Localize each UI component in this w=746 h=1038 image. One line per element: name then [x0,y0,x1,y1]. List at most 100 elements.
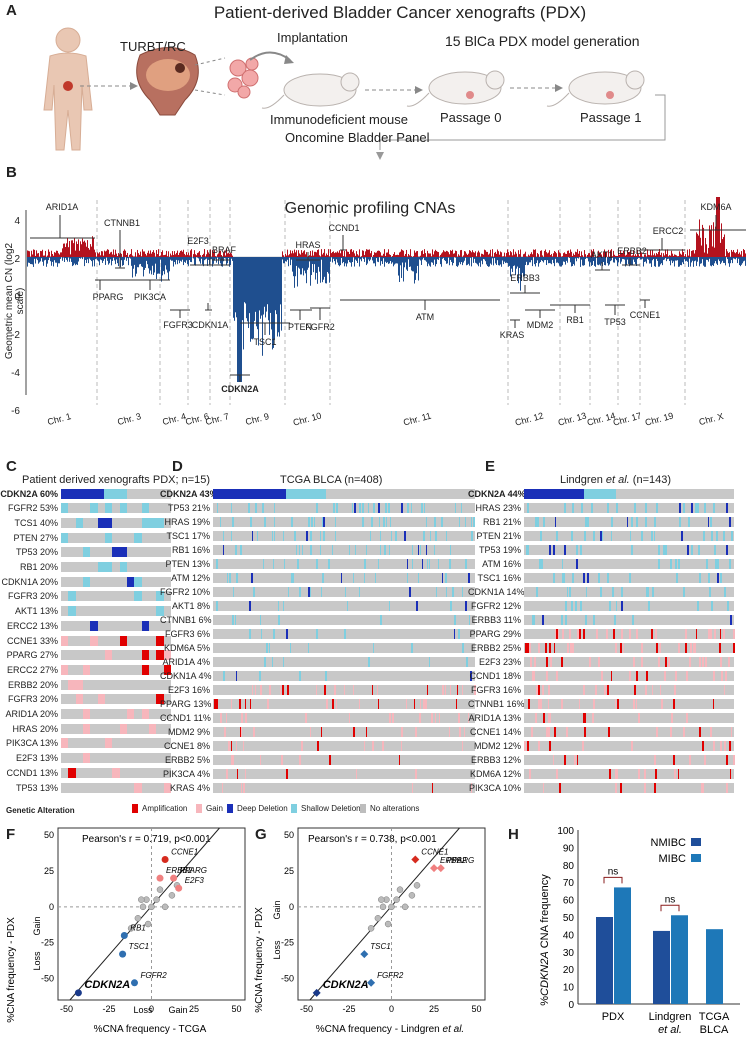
row-label: FGFR3 20% [7,694,58,705]
cna-loss-bar [739,257,740,266]
cna-loss-bar [392,257,393,263]
xtick: -50 [300,1004,313,1014]
cna-gain-bar [42,249,43,257]
row-label: PPARG 27% [6,650,58,661]
cna-loss-bar [340,257,341,266]
alteration-mark [156,606,164,617]
alteration-mark [682,586,685,597]
cna-gain-bar [49,251,50,257]
cna-gain-bar [451,250,452,257]
cna-gain-bar [390,254,391,257]
cna-loss-bar [481,257,482,261]
alteration-mark [570,642,572,653]
cna-loss-bar [456,257,457,267]
alteration-mark [249,600,251,611]
cna-loss-bar [259,257,260,311]
oncoprint-row: AKT1 13% [0,606,171,617]
cna-gain-bar [225,255,226,257]
cna-gain-bar [591,249,592,257]
row-track [524,670,734,681]
alteration-mark [309,586,311,597]
scatter-point [388,903,395,911]
cna-gain-bar [652,250,653,257]
cna-gain-bar [456,251,457,257]
cna-gain-bar [51,250,52,257]
passage0-label: Passage 0 [440,110,502,125]
alteration-mark [692,642,695,653]
cna-loss-bar [101,257,102,261]
alteration-mark [547,712,550,723]
cna-loss-bar [308,257,309,268]
alteration-mark [723,684,726,695]
cna-gain-bar [313,255,314,257]
cna-gain-bar [573,253,574,257]
cna-loss-bar [40,257,41,262]
cna-gain-bar [508,252,509,257]
row-label: ERBB2 25% [470,642,521,653]
cna-gain-bar [142,249,143,257]
cna-loss-bar [556,257,557,263]
cna-gain-bar [567,250,568,257]
bar-nmibc [596,917,613,1004]
cna-gain-bar [178,255,179,257]
alteration-mark [322,572,324,583]
cna-loss-bar [275,257,276,311]
cna-loss-bar [487,257,488,267]
cna-gain-bar [487,251,488,257]
cna-gain-bar [55,252,56,257]
cna-gain-bar [571,251,572,257]
alteration-mark [431,712,434,723]
cna-loss-bar [183,257,184,266]
alteration-mark [689,656,692,667]
cna-loss-bar [727,257,728,260]
cna-gain-bar [231,253,232,257]
alteration-mark [404,530,406,541]
cna-loss-bar [521,257,522,281]
alteration-mark [320,726,323,737]
cna-gain-bar [529,255,530,257]
alteration-mark [156,650,164,661]
oncoprint-row: RB1 21% [468,516,734,527]
alteration-mark [524,488,585,499]
alteration-mark [316,558,318,569]
bar-nmibc [653,930,670,1004]
oncoprint-row: E2F3 13% [0,753,171,764]
cna-gain-bar [404,255,405,257]
row-label: CDKN2A 60% [0,488,58,499]
oncoprint-row: RB1 20% [0,562,171,573]
alteration-mark [529,656,532,667]
alteration-mark [235,670,238,681]
cna-loss-bar [238,257,239,382]
alteration-mark [380,614,382,625]
alteration-mark [243,782,245,793]
legend-swatch [291,804,297,813]
cna-loss-bar [325,257,326,284]
ytick: 50 [563,913,575,924]
row-track [213,530,475,541]
cna-loss-bar [346,257,347,267]
cna-gain-bar [346,249,347,257]
alteration-mark [441,516,443,527]
cna-loss-bar [152,257,153,266]
cna-loss-bar [476,257,477,264]
cna-loss-bar [458,257,459,266]
cna-loss-bar [468,257,469,264]
alteration-mark [582,572,585,583]
cna-gain-bar [175,254,176,257]
cna-gain-bar [474,252,475,257]
row-label: FGFR3 20% [7,591,58,602]
cna-gain-bar [708,247,709,257]
alteration-mark [701,740,704,751]
alteration-mark [389,712,391,723]
panel-e-label: E [485,458,496,475]
alteration-mark [299,670,301,681]
alteration-mark [455,698,458,709]
alteration-mark [607,684,610,695]
cna-loss-bar [618,257,619,263]
cna-loss-bar [397,257,398,264]
alteration-mark [286,488,326,499]
cna-loss-bar [48,257,49,261]
alteration-mark [232,586,235,597]
oncoprint-row: TSC1 17% [160,530,475,541]
cna-loss-bar [372,257,373,261]
